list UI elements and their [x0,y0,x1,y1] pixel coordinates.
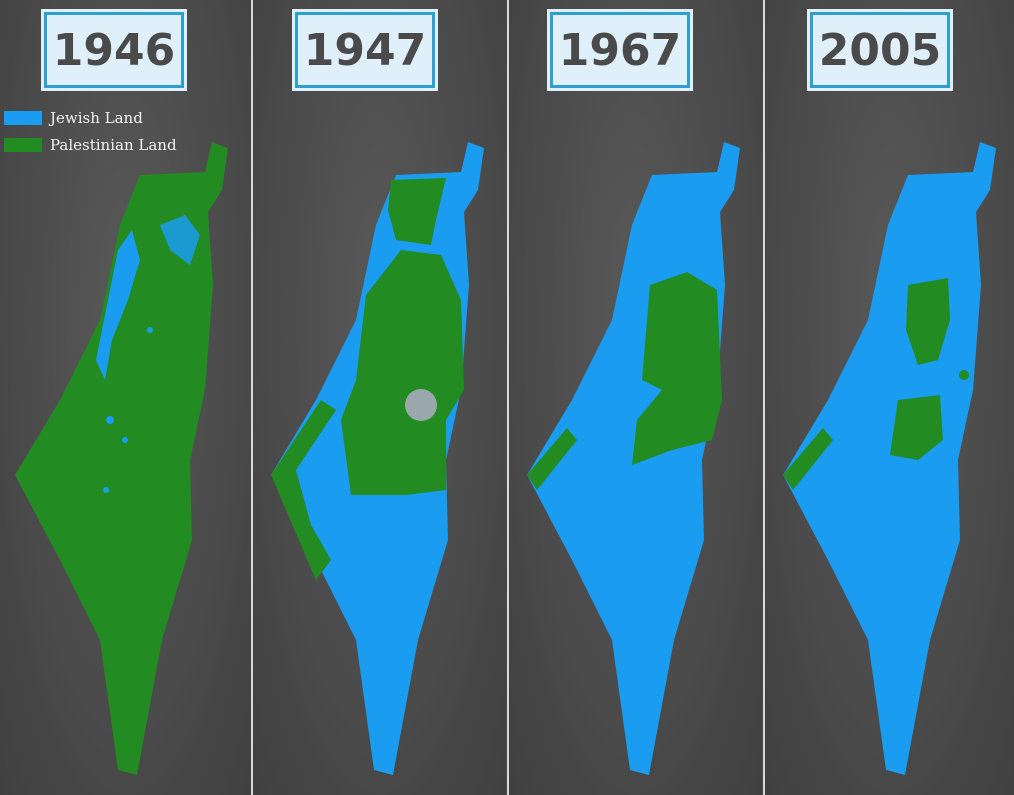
jewish-land-swatch [4,110,42,125]
palestinian-land [906,278,950,365]
divider [251,0,253,795]
jewish-land [106,416,114,424]
palestinian-land [890,395,943,460]
palestinian-land [632,272,722,465]
jerusalem [405,389,437,421]
palestinian-land [341,250,464,495]
map-1967 [527,142,740,775]
divider [763,0,765,795]
map-1947 [271,142,484,775]
year-label: 2005 [810,12,950,88]
year-label: 1967 [550,12,690,88]
palestinian-land-swatch [4,137,42,152]
palestinian-land [959,370,969,380]
jewish-land [96,230,140,380]
palestinian-land [388,178,446,245]
legend-item: Jewish Land [4,104,177,131]
legend-label: Jewish Land [50,108,143,127]
palestinian-land [271,400,336,580]
palestinian-land [783,428,833,490]
jewish-land [122,437,128,443]
jewish-land [103,487,109,493]
jewish-land [147,327,153,333]
year-label: 1947 [295,12,435,88]
map-1946 [15,142,228,775]
legend-item: Palestinian Land [4,131,177,158]
legend: Jewish Land Palestinian Land [4,104,177,158]
legend-label: Palestinian Land [50,135,177,154]
palestinian-land [527,428,577,490]
divider [507,0,509,795]
year-label: 1946 [44,12,184,88]
jewish-land [160,215,200,265]
map-2005 [783,142,996,775]
